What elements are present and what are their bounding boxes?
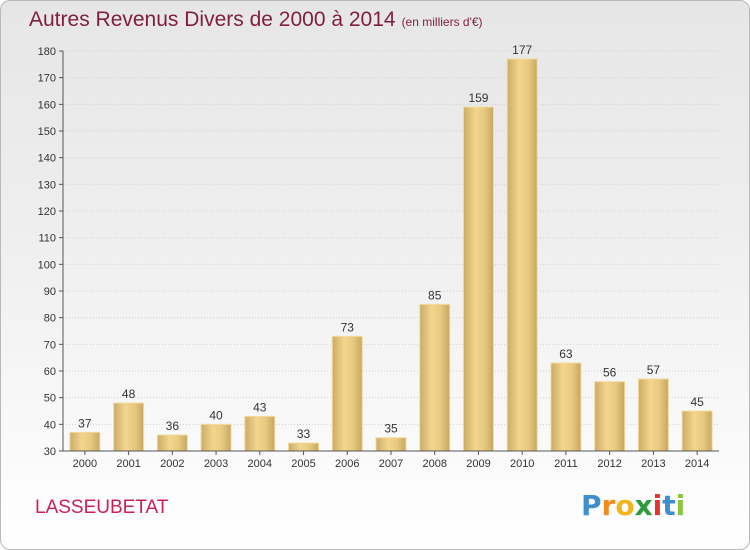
- x-tick-label: 2013: [641, 458, 665, 470]
- proxiti-logo: Proxiti: [581, 489, 685, 522]
- bar-2012: [594, 381, 626, 452]
- bar-value-label: 56: [603, 366, 617, 380]
- bar-value-label: 85: [428, 288, 442, 302]
- x-tick-label: 2006: [335, 458, 359, 470]
- x-tick-label: 2008: [422, 458, 446, 470]
- x-tick-label: 2002: [160, 458, 184, 470]
- x-tick-label: 2009: [466, 458, 490, 470]
- y-tick-label: 150: [38, 126, 56, 138]
- chart-title-unit: (en milliers d'€): [401, 15, 483, 29]
- bar-2001: [113, 402, 145, 452]
- bar-2006: [331, 335, 363, 452]
- x-tick-label: 2004: [248, 458, 272, 470]
- y-tick-label: 120: [38, 206, 56, 218]
- bar-value-label: 63: [559, 347, 573, 361]
- x-tick-label: 2011: [554, 458, 578, 470]
- bar-value-label: 43: [253, 400, 267, 414]
- y-tick-label: 80: [44, 313, 56, 325]
- bar-value-label: 57: [647, 363, 661, 377]
- y-tick-label: 110: [38, 233, 56, 245]
- bar-2010: [506, 58, 538, 452]
- y-tick-label: 160: [38, 99, 56, 111]
- bar-value-label: 177: [512, 43, 532, 57]
- logo-letter: t: [662, 489, 676, 522]
- x-tick-label: 2003: [204, 458, 228, 470]
- bar-2007: [375, 437, 407, 452]
- logo-letter: r: [601, 489, 616, 522]
- bar-2009: [462, 106, 494, 452]
- bar-2011: [550, 362, 582, 452]
- logo-letter: i: [652, 489, 663, 522]
- y-tick-label: 70: [44, 339, 56, 351]
- bar-value-label: 159: [468, 91, 488, 105]
- logo-letter: o: [615, 489, 635, 522]
- x-tick-label: 2007: [379, 458, 403, 470]
- y-tick-label: 100: [38, 259, 56, 271]
- bar-2002: [156, 434, 188, 452]
- x-tick-label: 2000: [73, 458, 97, 470]
- x-tick-label: 2012: [597, 458, 621, 470]
- chart-title-main: Autres Revenus Divers de 2000 à 2014: [29, 8, 396, 31]
- bar-value-label: 35: [384, 422, 398, 436]
- logo-letter: x: [634, 489, 653, 522]
- y-tick-label: 60: [44, 366, 56, 378]
- bar-value-label: 73: [341, 320, 355, 334]
- y-tick-label: 130: [38, 179, 56, 191]
- bar-2008: [419, 303, 451, 452]
- bar-2003: [200, 423, 232, 452]
- x-tick-label: 2005: [291, 458, 315, 470]
- commune-name: LASSEUBETAT: [35, 497, 169, 518]
- y-tick-label: 180: [38, 46, 56, 58]
- y-tick-label: 40: [44, 419, 56, 431]
- bar-2005: [288, 442, 320, 452]
- bar-value-label: 40: [209, 408, 223, 422]
- y-tick-label: 170: [38, 73, 56, 85]
- bar-value-label: 48: [122, 387, 136, 401]
- bar-2014: [681, 410, 713, 452]
- y-tick-label: 90: [44, 286, 56, 298]
- y-tick-label: 50: [44, 393, 56, 405]
- bar-value-label: 45: [690, 395, 704, 409]
- logo-letter: P: [581, 489, 602, 522]
- bar-value-label: 33: [297, 427, 311, 441]
- bar-2000: [69, 431, 101, 452]
- bar-value-label: 36: [166, 419, 180, 433]
- y-tick-label: 140: [38, 153, 56, 165]
- logo-letter: i: [675, 489, 686, 522]
- chart-title: Autres Revenus Divers de 2000 à 2014 (en …: [29, 8, 483, 32]
- x-tick-label: 2010: [510, 458, 534, 470]
- y-tick-label: 30: [44, 446, 56, 458]
- bar-2004: [244, 415, 276, 452]
- x-tick-label: 2001: [116, 458, 140, 470]
- bar-value-label: 37: [78, 416, 92, 430]
- x-tick-label: 2014: [685, 458, 709, 470]
- bar-2013: [637, 378, 669, 452]
